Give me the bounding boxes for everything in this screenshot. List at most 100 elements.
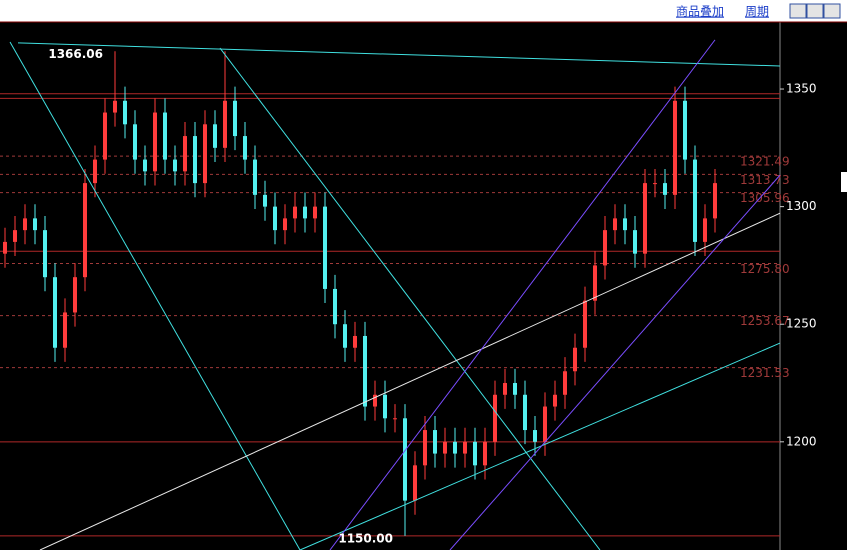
candle-body: [283, 218, 287, 231]
y-tick-label: 1250: [786, 317, 817, 331]
candle-body: [543, 406, 547, 442]
candle-body: [553, 394, 557, 407]
level-label: 1253.67: [740, 314, 790, 328]
y-tick-label: 1350: [786, 82, 817, 96]
candle-body: [13, 230, 17, 242]
candle-body: [173, 159, 177, 172]
level-label: 1305.96: [740, 191, 790, 205]
candle-body: [483, 441, 487, 466]
candle-body: [93, 159, 97, 184]
candle-body: [493, 394, 497, 442]
candle-body: [423, 430, 427, 466]
candle-body: [63, 312, 67, 348]
toolbar: [0, 0, 847, 22]
candle-body: [83, 183, 87, 278]
level-label: 1275.80: [740, 262, 790, 276]
candle-body: [3, 241, 7, 254]
candle-body: [243, 136, 247, 160]
candle-body: [703, 218, 707, 242]
candle-body: [593, 265, 597, 301]
annotation: 1366.06: [48, 47, 103, 61]
y-tick-label: 1200: [786, 434, 817, 448]
candle-body: [463, 441, 467, 454]
trend-line: [17, 42, 781, 67]
candle-body: [383, 394, 387, 419]
candle-body: [343, 324, 347, 348]
candle-body: [533, 430, 537, 442]
candle-body: [523, 394, 527, 431]
trend-line: [449, 174, 781, 550]
candle-body: [333, 288, 337, 325]
candle-body: [613, 218, 617, 231]
candle-body: [43, 230, 47, 278]
candle-body: [123, 100, 127, 125]
level-label: 1231.53: [740, 366, 790, 380]
candle-body: [273, 206, 277, 231]
candle-body: [223, 100, 227, 148]
candle-body: [23, 218, 27, 231]
toolbar-link[interactable]: 商品叠加: [676, 4, 724, 19]
scroll-marker: [841, 172, 847, 192]
candle-body: [713, 183, 717, 219]
candle-body: [573, 347, 577, 372]
candle-body: [353, 335, 357, 348]
candle-body: [643, 183, 647, 254]
y-tick-label: 1300: [786, 199, 817, 213]
nav-buttons[interactable]: [789, 3, 841, 19]
candle-body: [113, 100, 117, 113]
candle-body: [373, 394, 377, 407]
candle-body: [323, 206, 327, 289]
trend-line: [9, 41, 301, 550]
candle-body: [603, 230, 607, 266]
annotation: 1150.00: [338, 531, 393, 545]
candle-body: [33, 218, 37, 231]
candle-body: [673, 100, 677, 195]
candle-body: [233, 100, 237, 137]
trend-line: [299, 342, 781, 550]
candle-body: [453, 441, 457, 454]
candle-body: [53, 277, 57, 348]
trend-line: [219, 47, 601, 550]
button-left[interactable]: [789, 3, 807, 19]
candle-body: [633, 230, 637, 254]
candle-body: [413, 465, 417, 501]
candle-body: [293, 206, 297, 219]
candle-body: [103, 112, 107, 160]
candle-body: [663, 183, 667, 195]
candle-body: [263, 194, 267, 207]
candle-body: [153, 112, 157, 172]
candle-body: [183, 136, 187, 172]
candle-body: [433, 430, 437, 454]
candle-body: [73, 277, 77, 313]
button-right[interactable]: [806, 3, 824, 19]
candle-body: [583, 300, 587, 348]
candle-body: [503, 383, 507, 395]
candle-body: [653, 183, 657, 185]
candle-body: [193, 136, 197, 184]
candle-body: [143, 159, 147, 172]
plot-bg: [0, 22, 847, 550]
candle-body: [253, 159, 257, 195]
candle-body: [213, 124, 217, 148]
candle-body: [393, 418, 397, 420]
level-label: 1313.73: [740, 173, 790, 187]
candle-body: [473, 441, 477, 466]
candle-body: [303, 206, 307, 219]
candle-body: [313, 206, 317, 219]
candle-body: [203, 124, 207, 184]
button-end[interactable]: [823, 3, 841, 19]
candle-body: [133, 124, 137, 160]
level-label: 1321.49: [740, 155, 790, 169]
candle-body: [443, 441, 447, 454]
candle-body: [563, 371, 567, 395]
candle-body: [363, 335, 367, 407]
toolbar-link[interactable]: 周期: [745, 5, 769, 19]
candle-body: [693, 159, 697, 242]
trend-line: [39, 212, 781, 550]
candle-body: [513, 383, 517, 395]
candle-body: [623, 218, 627, 231]
candle-body: [403, 418, 407, 501]
trend-line: [329, 39, 716, 550]
